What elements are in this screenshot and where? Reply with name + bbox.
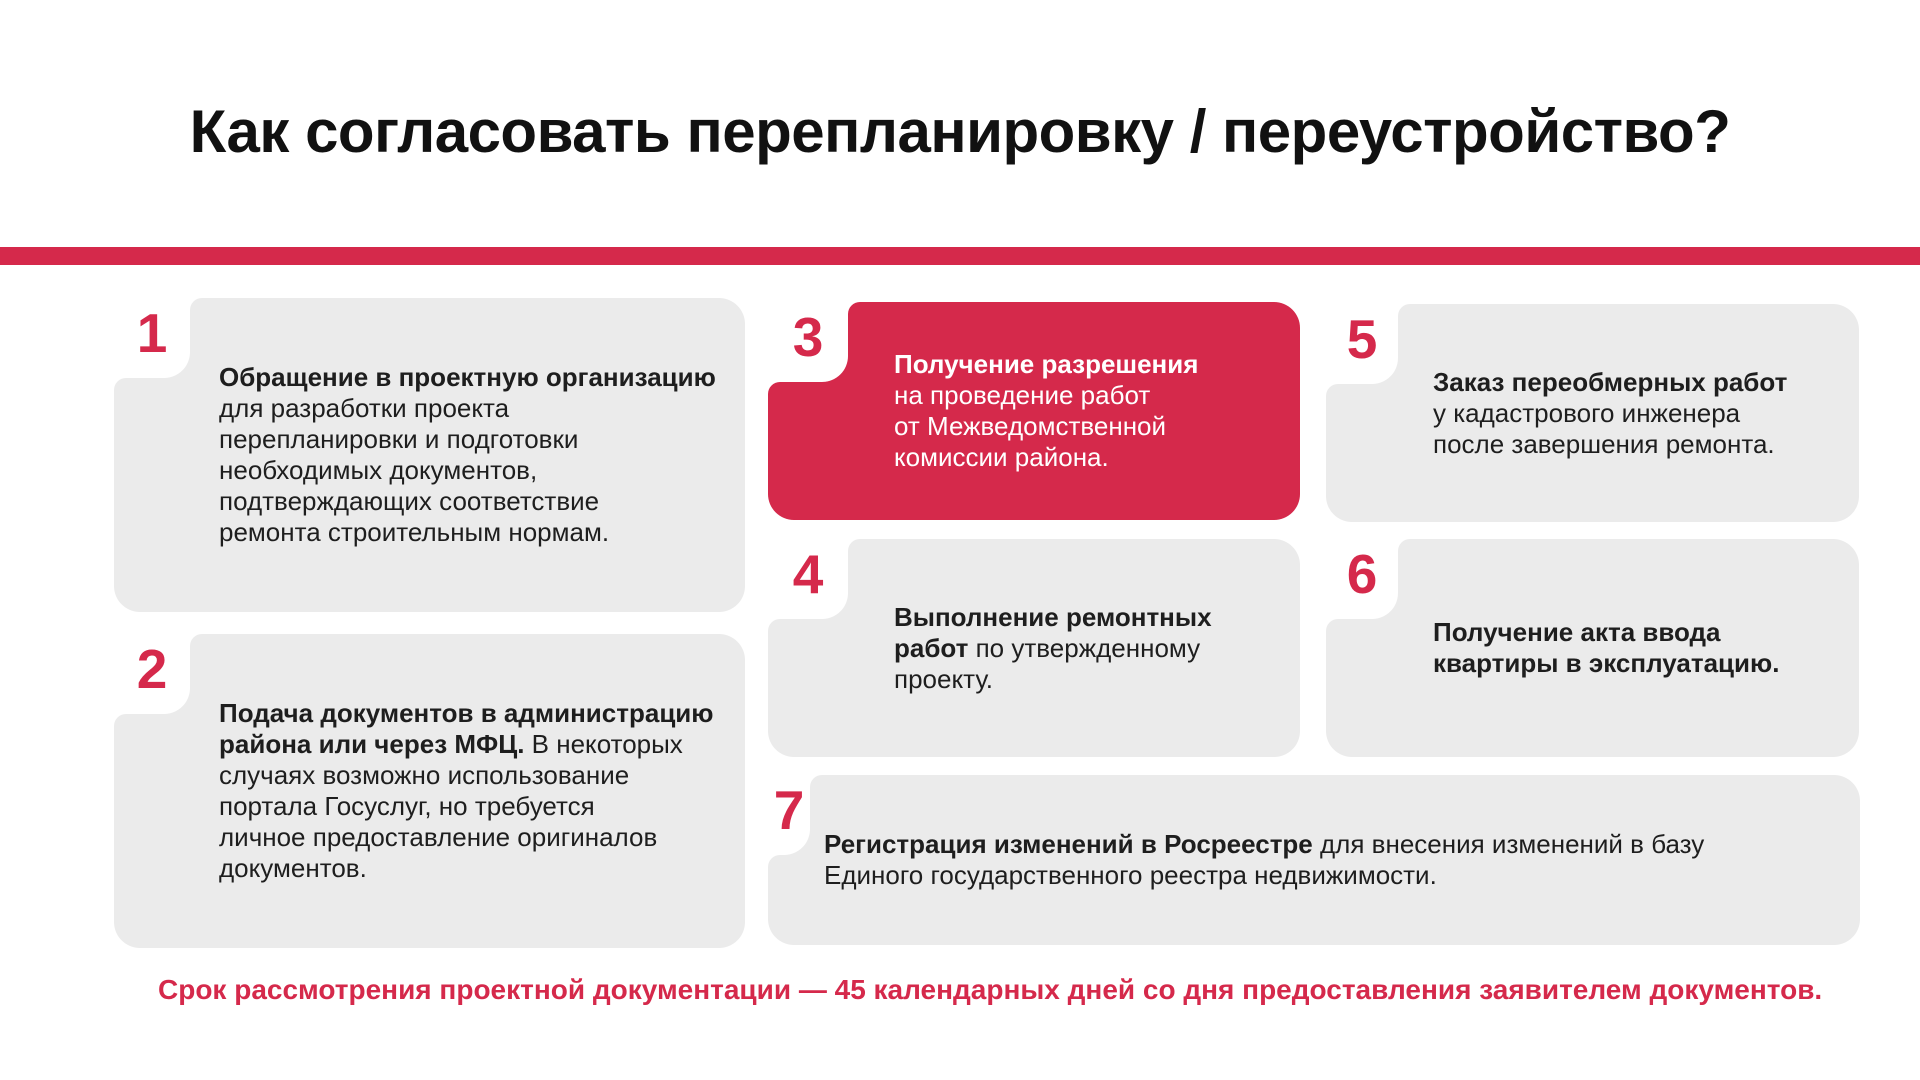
step-text-lead: Получение акта ввода квартиры в эксплуат… bbox=[1433, 617, 1780, 678]
step-text: Обращение в проектную организацию для ра… bbox=[114, 298, 745, 612]
step-text: Регистрация изменений в Росреестре для в… bbox=[768, 775, 1860, 945]
step-number: 3 bbox=[792, 306, 824, 368]
step-text-lead: Регистрация изменений в Росреестре bbox=[824, 829, 1313, 859]
notched-card-shape bbox=[114, 298, 745, 612]
step-card-2: 2 Подача документов в администрацию райо… bbox=[114, 634, 745, 948]
step-text-rest: В некоторых случаях возможно использован… bbox=[219, 729, 683, 883]
step-text: Заказ переобмерных работ у кадастрового … bbox=[1326, 304, 1859, 522]
step-card-4: 4 Выполнение ремонтных работ по утвержде… bbox=[768, 539, 1300, 757]
step-text: Подача документов в администрацию района… bbox=[114, 634, 745, 948]
notched-card-shape bbox=[768, 539, 1300, 757]
step-number: 7 bbox=[773, 779, 805, 841]
step-text-lead: Выполнение ремонтных работ bbox=[894, 601, 1212, 663]
step-text-rest: на проведение работ от Межведомственной … bbox=[894, 380, 1167, 472]
step-number: 1 bbox=[136, 302, 168, 364]
step-text-rest: у кадастрового инженера после завершения… bbox=[1433, 397, 1775, 459]
step-text-rest: для внесения изменений в базу Единого го… bbox=[824, 829, 1705, 890]
page-title: Как согласовать перепланировку / переуст… bbox=[189, 98, 1731, 165]
step-text: Получение разрешения на проведение работ… bbox=[768, 302, 1300, 520]
notched-card-shape bbox=[768, 775, 1860, 945]
step-text-rest: по утвержденному проекту. bbox=[894, 632, 1201, 694]
step-text-lead: Заказ переобмерных работ bbox=[1433, 366, 1788, 397]
step-card-1: 1 Обращение в проектную организацию для … bbox=[114, 298, 745, 612]
step-card-3: 3 Получение разрешения на проведение раб… bbox=[768, 302, 1300, 520]
step-number: 2 bbox=[136, 638, 168, 700]
step-text-rest: для разработки проекта перепланировки и … bbox=[219, 393, 610, 547]
step-text-lead: Подача документов в администрацию района… bbox=[219, 698, 714, 759]
notched-card-shape bbox=[768, 302, 1300, 520]
step-card-5: 5 Заказ переобмерных работ у кадастровог… bbox=[1326, 304, 1859, 522]
step-text: Получение акта ввода квартиры в эксплуат… bbox=[1326, 539, 1859, 757]
step-number: 6 bbox=[1346, 543, 1378, 605]
notched-card-shape bbox=[1326, 304, 1859, 522]
step-text: Выполнение ремонтных работ по утвержденн… bbox=[768, 539, 1300, 757]
notched-card-shape bbox=[1326, 539, 1859, 757]
footer-note: Срок рассмотрения проектной документации… bbox=[158, 974, 1823, 1005]
step-number: 5 bbox=[1346, 308, 1378, 370]
step-text-lead: Обращение в проектную организацию bbox=[219, 362, 716, 392]
step-card-6: 6 Получение акта ввода квартиры в эксплу… bbox=[1326, 539, 1859, 757]
accent-divider bbox=[0, 247, 1920, 265]
notched-card-shape bbox=[114, 634, 745, 948]
step-number: 4 bbox=[792, 543, 824, 605]
step-card-7: 7 Регистрация изменений в Росреестре для… bbox=[768, 775, 1860, 945]
step-text-lead: Получение разрешения bbox=[894, 349, 1199, 379]
